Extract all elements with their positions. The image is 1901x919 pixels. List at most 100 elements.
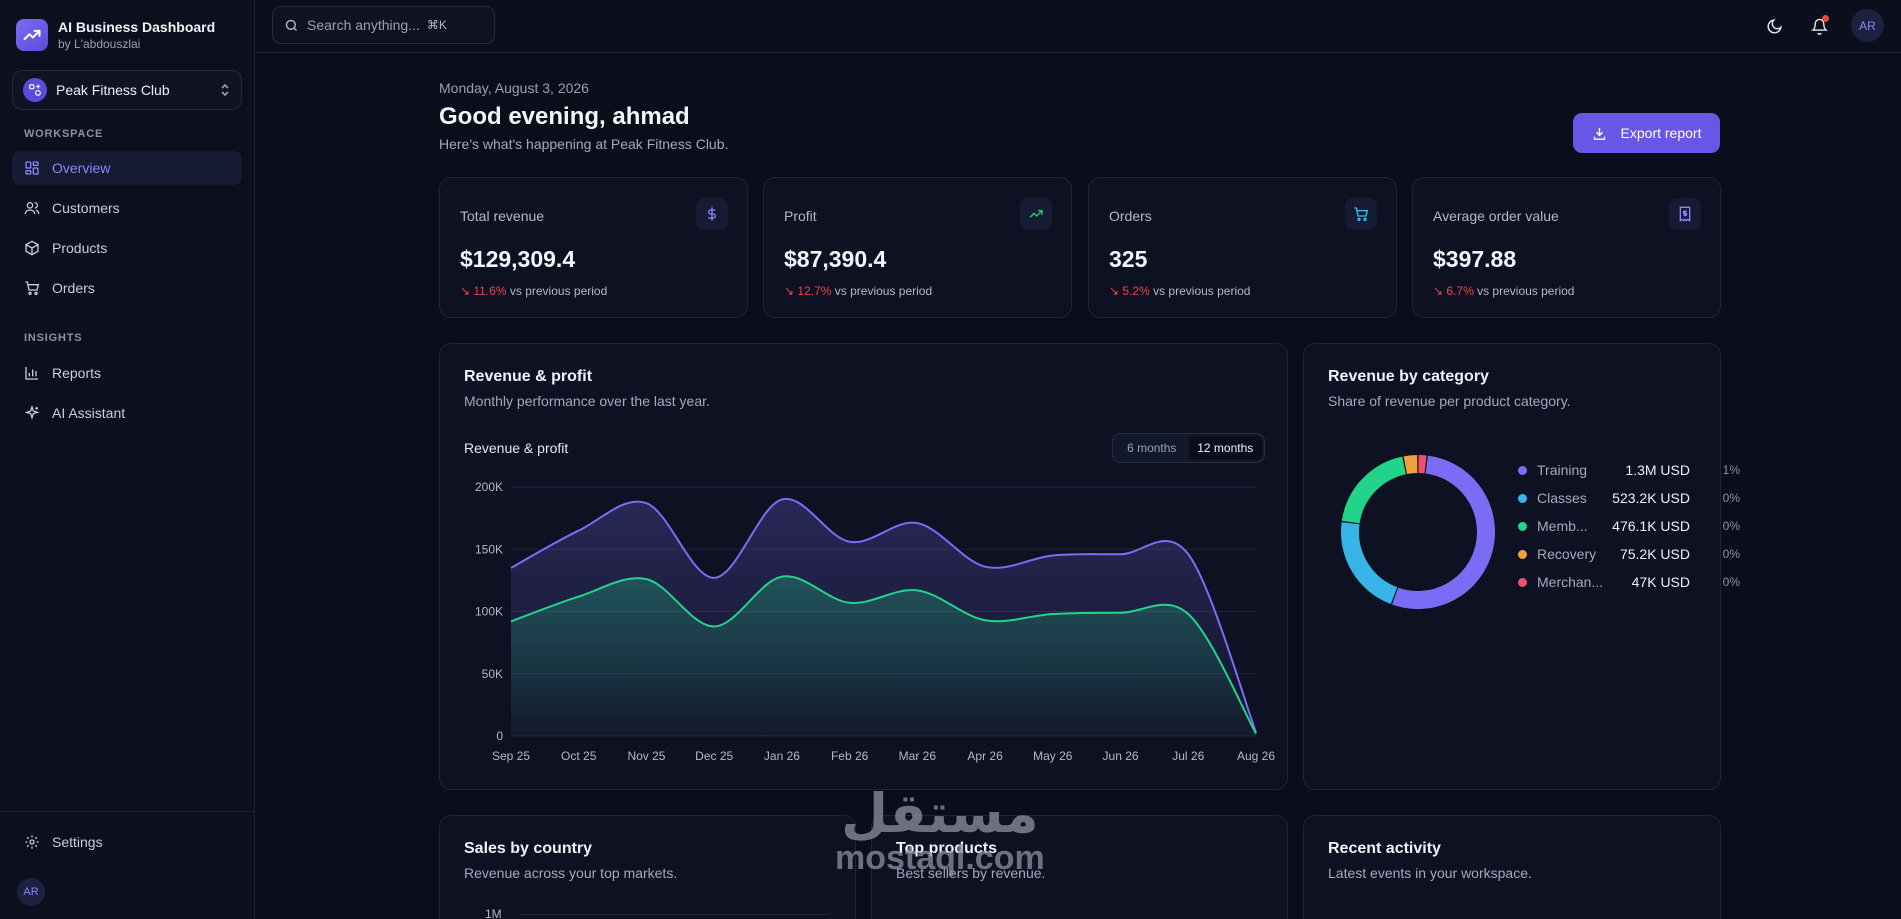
- watermark-latin: mostaql.com: [835, 839, 1045, 877]
- x-tick-label: May 26: [1033, 749, 1073, 763]
- donut-slice[interactable]: [1341, 456, 1407, 524]
- legend-value: 47K USD: [1631, 574, 1690, 590]
- sidebar-item-customers[interactable]: Customers: [12, 191, 242, 225]
- kpi-card-orders: Orders 325 ↘ 5.2% vs previous period: [1088, 177, 1397, 318]
- settings-label: Settings: [52, 834, 103, 850]
- section-label-workspace: WORKSPACE: [24, 128, 104, 140]
- card-subtitle: Share of revenue per product category.: [1328, 393, 1571, 409]
- data-point[interactable]: [1182, 608, 1194, 620]
- x-tick-label: Sep 25: [492, 749, 530, 763]
- kpi-label: Profit: [784, 208, 817, 224]
- search-input[interactable]: Search anything... ⌘K: [272, 6, 495, 44]
- user-avatar[interactable]: AR: [1851, 9, 1884, 42]
- data-point[interactable]: [640, 573, 652, 585]
- data-point[interactable]: [1047, 549, 1059, 561]
- legend-value: 1.3M USD: [1625, 462, 1690, 478]
- sparkle-icon: [24, 405, 40, 420]
- org-switcher[interactable]: Peak Fitness Club: [12, 70, 242, 110]
- data-point[interactable]: [979, 614, 991, 626]
- page-subtitle: Here's what's happening at Peak Fitness …: [439, 136, 729, 152]
- cart-icon: [1345, 198, 1377, 230]
- current-date: Monday, August 3, 2026: [439, 80, 589, 96]
- download-icon: [1593, 127, 1605, 140]
- sidebar-item-products[interactable]: Products: [12, 231, 242, 265]
- data-point[interactable]: [1250, 728, 1262, 740]
- data-point[interactable]: [708, 572, 720, 584]
- data-point[interactable]: [776, 571, 788, 583]
- legend-value: 75.2K USD: [1619, 546, 1690, 562]
- sidebar-item-orders[interactable]: Orders: [12, 271, 242, 305]
- kpi-card-total-revenue: Total revenue $129,309.4 ↘ 11.6% vs prev…: [439, 177, 748, 318]
- x-tick-label: Jan 26: [764, 749, 800, 763]
- dollar-icon: [696, 198, 728, 230]
- theme-toggle-button[interactable]: [1761, 13, 1787, 39]
- data-point[interactable]: [505, 615, 517, 627]
- legend-dot: [1518, 521, 1527, 531]
- x-tick-label: Jul 26: [1172, 749, 1204, 763]
- sidebar-user-avatar[interactable]: AR: [17, 878, 45, 906]
- data-point[interactable]: [573, 591, 585, 603]
- legend-percent: 0%: [1722, 547, 1740, 561]
- sidebar-item-overview[interactable]: Overview: [12, 151, 242, 185]
- kpi-delta: ↘ 6.7% vs previous period: [1433, 284, 1575, 298]
- data-point[interactable]: [776, 493, 788, 505]
- toggle-6-months[interactable]: 6 months: [1127, 441, 1177, 455]
- data-point[interactable]: [911, 584, 923, 596]
- data-point[interactable]: [573, 525, 585, 537]
- kpi-value: $397.88: [1433, 246, 1517, 272]
- toggle-12-months[interactable]: 12 months: [1188, 436, 1262, 460]
- legend-dot: [1518, 493, 1527, 503]
- kpi-delta: ↘ 5.2% vs previous period: [1109, 284, 1251, 298]
- brand[interactable]: AI Business Dashboard by L'abdouszlai: [16, 19, 215, 51]
- data-point[interactable]: [505, 562, 517, 574]
- sales-by-country-card: Sales by country Revenue across your top…: [439, 815, 856, 919]
- x-tick-label: Apr 26: [967, 749, 1003, 763]
- donut-slice[interactable]: [1392, 455, 1495, 609]
- legend-dot: [1518, 577, 1527, 587]
- x-tick-label: Nov 25: [627, 749, 665, 763]
- legend-item: Merchan... 47K USD 0%: [1518, 574, 1748, 590]
- watermark: مستقل mostaql.com: [835, 784, 1045, 877]
- section-label-insights: INSIGHTS: [24, 332, 83, 344]
- card-subtitle: Latest events in your workspace.: [1328, 865, 1532, 881]
- legend-item: Training 1.3M USD 1%: [1518, 462, 1748, 478]
- search-placeholder: Search anything...: [307, 17, 420, 33]
- watermark-arabic: مستقل: [841, 784, 1039, 844]
- export-report-button[interactable]: Export report: [1573, 113, 1720, 153]
- search-shortcut: ⌘K: [426, 18, 447, 32]
- data-point[interactable]: [844, 597, 856, 609]
- data-point[interactable]: [911, 517, 923, 529]
- sidebar-item-ai-assistant[interactable]: AI Assistant: [12, 396, 242, 430]
- data-point[interactable]: [844, 536, 856, 548]
- sidebar-item-label: Overview: [52, 160, 111, 176]
- series-line-1[interactable]: [510, 575, 1257, 735]
- card-subtitle: Monthly performance over the last year.: [464, 393, 710, 409]
- card-title: Revenue by category: [1328, 368, 1489, 385]
- notifications-button[interactable]: [1806, 13, 1832, 39]
- data-point[interactable]: [1047, 608, 1059, 620]
- data-point[interactable]: [708, 620, 720, 632]
- donut-slice[interactable]: [1341, 522, 1398, 605]
- sidebar-item-settings[interactable]: Settings: [12, 825, 242, 859]
- data-point[interactable]: [979, 561, 991, 573]
- legend-percent: 1%: [1722, 463, 1740, 477]
- org-icon: [23, 78, 47, 102]
- period-toggle: 6 months 12 months: [1112, 433, 1265, 463]
- series-area-1: [511, 576, 1256, 736]
- data-point[interactable]: [1115, 548, 1127, 560]
- sidebar-item-reports[interactable]: Reports: [12, 356, 242, 390]
- data-point[interactable]: [1182, 548, 1194, 560]
- kpi-label: Total revenue: [460, 208, 545, 224]
- x-tick-label: Oct 25: [561, 749, 597, 763]
- donut-slice[interactable]: [1403, 455, 1418, 475]
- card-subtitle: Best sellers by revenue.: [896, 865, 1046, 881]
- kpi-delta: ↘ 11.6% vs previous period: [460, 284, 608, 298]
- data-point[interactable]: [1115, 607, 1127, 619]
- sidebar-divider: [0, 811, 255, 812]
- data-point[interactable]: [640, 497, 652, 509]
- sidebar-item-label: Reports: [52, 365, 102, 381]
- chart-title: Revenue & profit: [464, 440, 569, 456]
- legend-label: Merchan...: [1537, 574, 1604, 590]
- series-line-0[interactable]: [510, 498, 1257, 733]
- card-title: Top products: [896, 840, 998, 857]
